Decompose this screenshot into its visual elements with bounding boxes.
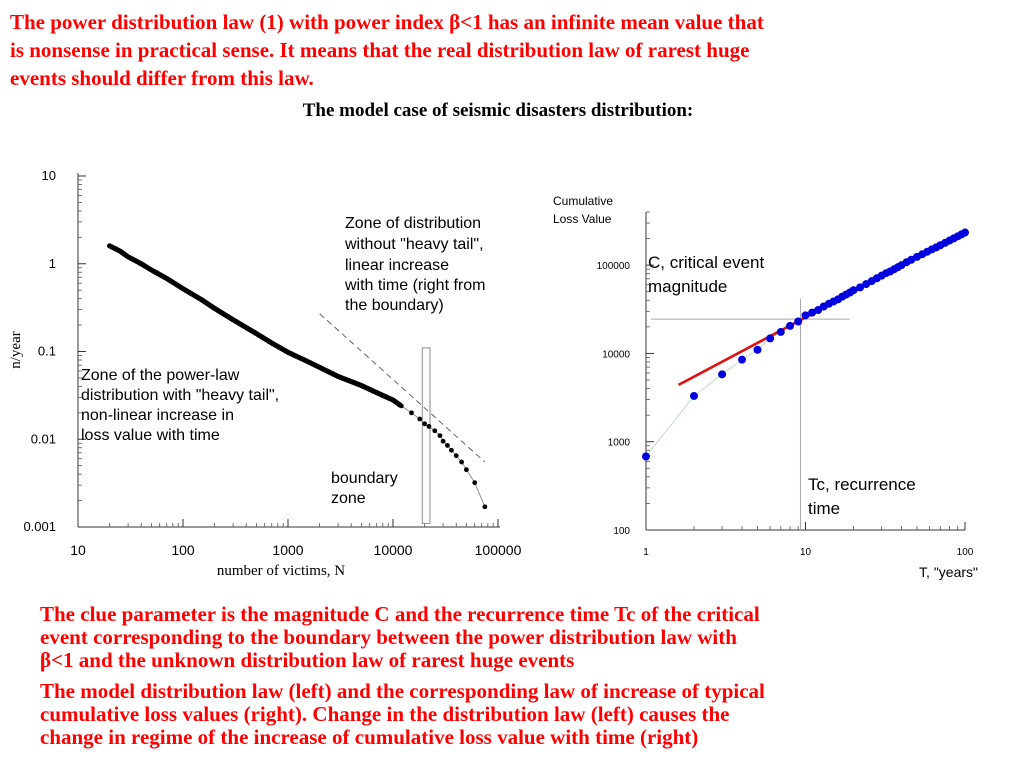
x-tick-label: 1 — [643, 547, 649, 558]
data-point — [445, 443, 450, 448]
y-tick-label: 10000 — [602, 349, 630, 360]
y-tick-label: 100 — [613, 526, 630, 537]
caption-line: change in regime of the increase of cumu… — [40, 725, 699, 749]
y-tick-label: 1 — [49, 256, 56, 271]
y-axis-label: Loss Value — [553, 212, 612, 226]
chart-annotation: Zone of distribution — [345, 215, 481, 232]
data-point — [437, 433, 443, 439]
intro-line: The power distribution law (1) with powe… — [10, 10, 764, 34]
data-point — [463, 467, 469, 473]
chart-annotation: C, critical event — [648, 253, 764, 272]
data-point — [808, 308, 817, 317]
data-point — [718, 370, 727, 379]
data-point — [794, 317, 803, 326]
data-point — [422, 421, 428, 427]
x-tick-label: 10 — [800, 547, 812, 558]
y-tick-label: 0.01 — [31, 431, 56, 446]
caption-text: The model distribution law (left) and th… — [40, 680, 1020, 749]
chart-annotation: Zone of the power-law — [81, 367, 240, 384]
caption-line: The model distribution law (left) and th… — [40, 679, 765, 703]
y-tick-label: 0.1 — [38, 344, 56, 359]
data-point — [449, 447, 454, 453]
subtitle: The model case of seismic disasters dist… — [302, 100, 694, 121]
data-point — [398, 403, 404, 409]
y-tick-label: 0.001 — [23, 519, 56, 534]
data-point — [440, 438, 446, 444]
clue-line: event corresponding to the boundary betw… — [40, 625, 737, 649]
data-point — [801, 311, 810, 320]
chart-annotation: time — [808, 499, 840, 518]
data-point — [753, 345, 762, 354]
data-point — [453, 453, 459, 459]
y-axis-label: n/year — [8, 331, 24, 368]
intro-text: The power distribution law (1) with powe… — [10, 8, 1010, 92]
reference-line — [319, 313, 486, 463]
data-point — [409, 410, 414, 416]
y-tick-label: 100000 — [597, 261, 631, 272]
data-point — [849, 286, 858, 295]
data-point — [776, 327, 785, 336]
data-point — [472, 480, 478, 486]
data-point — [961, 228, 969, 237]
y-axis-label: Cumulative — [553, 194, 613, 208]
clue-text: The clue parameter is the magnitude C an… — [40, 603, 1020, 672]
chart-annotation: zone — [331, 490, 366, 507]
clue-line: β<1 and the unknown distribution law of … — [40, 648, 575, 672]
x-tick-label: 100 — [171, 542, 195, 558]
y-tick-label: 1000 — [608, 438, 631, 449]
data-point — [766, 334, 775, 343]
chart-annotation: boundary — [331, 470, 398, 487]
data-point — [642, 452, 650, 461]
data-point — [459, 459, 464, 465]
chart-annotation: with time (right from — [344, 277, 485, 294]
x-tick-label: 1000 — [272, 542, 303, 558]
chart-annotation: Tc, recurrence — [808, 475, 916, 494]
x-axis-label: T, "years" — [919, 564, 978, 580]
chart-annotation: non-linear increase in — [81, 407, 234, 424]
chart-annotation: the boundary) — [345, 297, 444, 314]
x-tick-label: 100000 — [475, 542, 522, 558]
chart-annotation: distribution with "heavy tail", — [81, 387, 279, 404]
chart-annotation: without "heavy tail", — [344, 236, 484, 253]
x-axis-label: number of victims, N — [217, 563, 345, 579]
data-point — [417, 416, 423, 422]
data-point — [690, 391, 699, 400]
boundary-zone — [421, 347, 431, 524]
intro-line: events should differ from this law. — [10, 66, 314, 90]
data-point — [856, 283, 865, 292]
chart-annotation: magnitude — [648, 277, 727, 296]
data-point — [426, 424, 432, 429]
caption-line: cumulative loss values (right). Change i… — [40, 702, 730, 726]
x-tick-label: 100 — [957, 547, 974, 558]
data-line — [645, 315, 806, 457]
data-point — [482, 504, 488, 510]
chart-annotation: loss value with time — [81, 427, 220, 444]
intro-line: is nonsense in practical sense. It means… — [10, 38, 750, 62]
y-tick-label: 10 — [42, 168, 56, 183]
data-point — [786, 321, 795, 330]
data-point — [738, 355, 747, 364]
x-tick-label: 10000 — [374, 542, 413, 558]
clue-line: The clue parameter is the magnitude C an… — [40, 602, 760, 626]
chart-annotation: linear increase — [345, 257, 449, 274]
data-point — [432, 428, 438, 434]
x-tick-label: 10 — [70, 542, 86, 558]
